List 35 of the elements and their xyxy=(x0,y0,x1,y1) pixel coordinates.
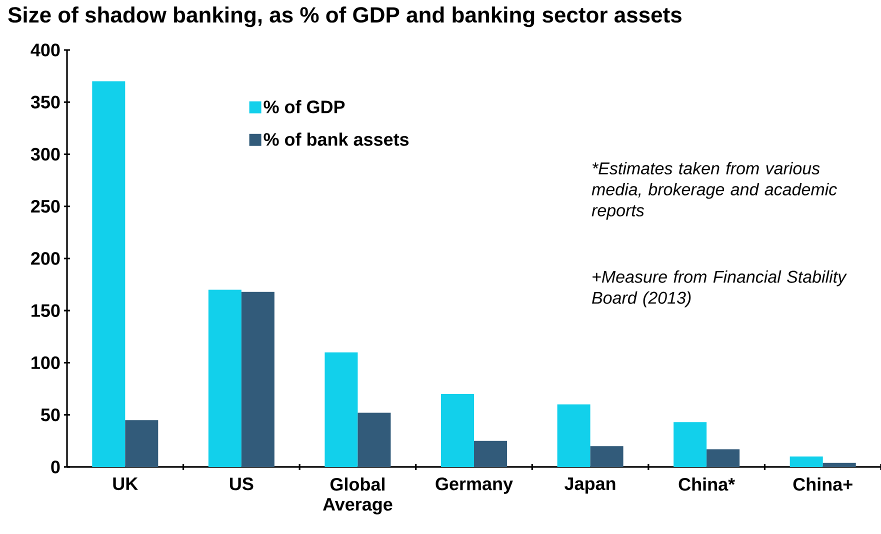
y-tick-label: 300 xyxy=(30,148,60,161)
bar xyxy=(474,440,508,467)
bar xyxy=(125,420,158,467)
bar xyxy=(324,352,358,467)
bar xyxy=(590,446,624,467)
bar xyxy=(358,412,391,467)
y-tick-label: 200 xyxy=(31,252,60,265)
bar xyxy=(441,394,474,467)
bar xyxy=(557,404,590,467)
chart-title: Size of shadow banking, as % of GDP and banking sector assets xyxy=(8,6,682,28)
bar xyxy=(241,292,274,467)
x-tick-label: US xyxy=(230,478,254,490)
x-tick-label: Japan xyxy=(564,478,616,494)
y-tick-label: 400 xyxy=(30,44,60,56)
bar xyxy=(92,81,126,467)
legend-label: % of bank assets xyxy=(264,132,409,146)
bar xyxy=(674,422,707,467)
y-tick-label: 350 xyxy=(30,96,60,108)
x-tick-label: China+ xyxy=(793,478,852,491)
annotation: *Estimates taken from various media, brokerage and academic reports xyxy=(592,162,837,220)
y-tick-label: 50 xyxy=(41,408,60,422)
bar xyxy=(822,462,856,467)
annotation: +Measure from Financial Stability Board (2013) xyxy=(592,270,847,308)
y-tick-label: 250 xyxy=(31,200,60,213)
y-tick-label: 100 xyxy=(32,356,60,370)
y-tick-label: 0 xyxy=(51,460,60,474)
bar xyxy=(790,456,823,467)
legend-label: % of GDP xyxy=(264,100,345,114)
bar xyxy=(208,290,242,467)
x-tick-label: Germany xyxy=(436,478,513,494)
x-tick-label: China* xyxy=(678,478,736,491)
x-tick-label: Global Average xyxy=(322,478,392,514)
x-tick-label: UK xyxy=(113,478,138,490)
bar xyxy=(706,449,740,467)
y-tick-label: 150 xyxy=(32,304,60,317)
